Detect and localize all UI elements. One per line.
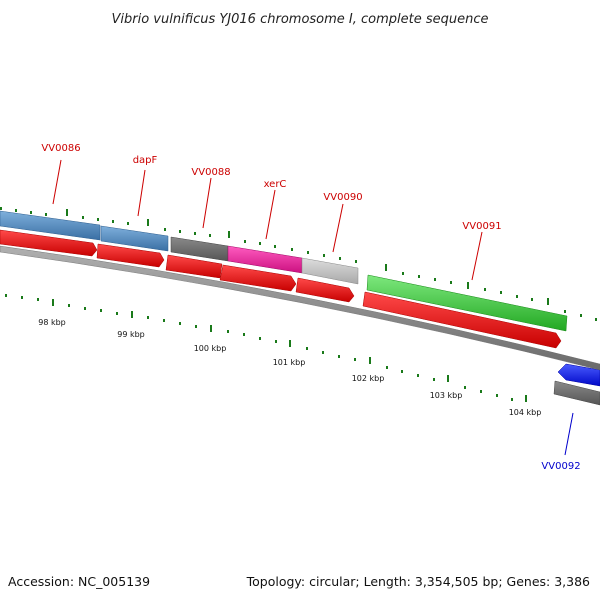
map-title: Vibrio vulnificus YJ016 chromosome I, co…: [111, 12, 488, 27]
scale-label: 99 kbp: [117, 330, 145, 339]
accession-text: Accession: NC_005139: [8, 574, 150, 589]
gene-vv0090[interactable]: [301, 257, 359, 285]
gene-vv0091[interactable]: [366, 274, 568, 332]
gene-vv0092[interactable]: [557, 363, 600, 387]
gene-label-vv0092[interactable]: VV0092: [541, 461, 580, 472]
gene-label-vv0090[interactable]: VV0090: [323, 192, 362, 203]
chromosome-backbone: [0, 245, 600, 371]
topology-text: Topology: circular; Length: 3,354,505 bp…: [246, 574, 590, 589]
scale-tick-row: [5, 294, 527, 402]
gene-label-dapf[interactable]: dapF: [133, 155, 158, 166]
cds-track: [0, 229, 562, 349]
cds-arrow[interactable]: [295, 277, 355, 303]
gene-label-vv0088[interactable]: VV0088: [191, 167, 230, 178]
scale-label: 103 kbp: [430, 391, 463, 400]
cds-arrow[interactable]: [96, 243, 165, 268]
gene-label-xerc[interactable]: xerC: [264, 179, 287, 190]
gene-vv0086[interactable]: [0, 210, 101, 241]
scale-label: 102 kbp: [352, 374, 385, 383]
cds-arrow[interactable]: [219, 264, 297, 292]
cds-arrow[interactable]: [362, 291, 562, 349]
gene-label-vv0091[interactable]: VV0091: [462, 221, 501, 232]
scale-label: 101 kbp: [273, 358, 306, 367]
gene-label-vv0086[interactable]: VV0086: [41, 143, 80, 154]
scale-labels: 98 kbp 99 kbp 100 kbp 101 kbp 102 kbp 10…: [38, 318, 541, 417]
gene-lower-strand[interactable]: [553, 380, 600, 406]
upper-tick-row: [0, 207, 597, 321]
scale-label: 104 kbp: [509, 408, 542, 417]
gene-labels: VV0086 dapF VV0088 xerC VV0090 VV0091 VV…: [41, 143, 580, 472]
cds-arrow[interactable]: [165, 254, 223, 279]
cds-arrow[interactable]: [0, 229, 98, 257]
feature-track: [0, 210, 600, 387]
scale-label: 98 kbp: [38, 318, 66, 327]
gene-dapf[interactable]: [100, 225, 169, 252]
scale-label: 100 kbp: [194, 344, 227, 353]
gene-callouts: [52, 159, 574, 456]
